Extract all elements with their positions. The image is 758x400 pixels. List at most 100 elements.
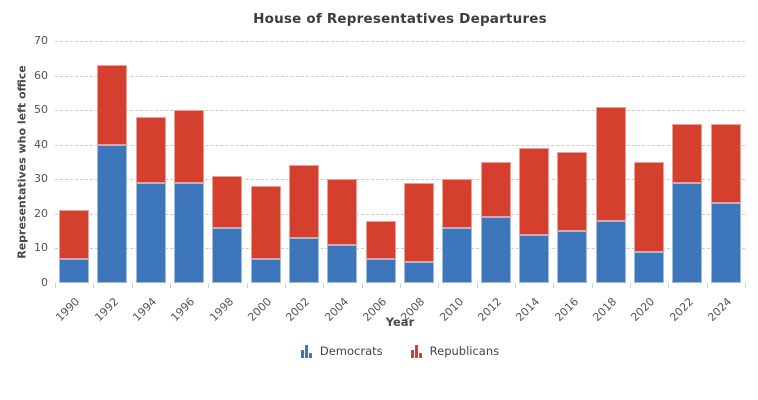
bar-segment-democrats-2002 [289, 238, 320, 283]
bar-segment-republicans-1990 [59, 210, 90, 259]
bar-segment-republicans-2002 [289, 165, 320, 238]
bar-segment-republicans-2012 [480, 162, 511, 217]
x-tick-mark [515, 283, 516, 288]
gridline-60 [55, 75, 745, 77]
y-tick-label-30: 30 [34, 172, 48, 186]
x-tick-mark [55, 283, 56, 288]
x-tick-mark [208, 283, 210, 288]
bar-group-2004 [323, 41, 361, 283]
bar-group-2006 [362, 41, 400, 283]
bar-group-2002 [285, 41, 323, 283]
bar-group-1996 [170, 41, 208, 283]
legend-item-democrats[interactable]: Democrats [300, 344, 383, 358]
bar-segment-democrats-2012 [480, 217, 511, 283]
bar-segment-republicans-2000 [250, 186, 281, 259]
y-tick-label-0: 0 [41, 276, 48, 289]
plot-area [55, 41, 745, 283]
bar-segment-democrats-2010 [442, 228, 473, 283]
x-tick-mark [246, 283, 248, 288]
bar-segment-democrats-1994 [135, 183, 166, 283]
gridline-30 [55, 179, 745, 181]
legend-item-republicans[interactable]: Republicans [410, 344, 500, 358]
x-tick-mark [476, 283, 478, 288]
bar-segment-democrats-2024 [710, 203, 741, 283]
y-tick-label-70: 70 [34, 34, 48, 47]
y-tick-label-60: 60 [34, 68, 48, 82]
gridline-20 [55, 213, 745, 215]
legend: Democrats Republicans [55, 341, 745, 361]
x-tick-mark [361, 283, 363, 288]
x-tick-mark [591, 283, 593, 288]
bar-segment-republicans-2014 [519, 148, 550, 235]
bar-segment-republicans-2022 [672, 124, 703, 183]
x-tick-mark [323, 283, 325, 288]
bar-segment-republicans-1996 [174, 110, 205, 183]
y-axis-title: Representatives who left office [15, 65, 29, 259]
bar-segment-democrats-2016 [557, 231, 588, 283]
bar-segment-democrats-1996 [174, 183, 205, 283]
y-tick-label-20: 20 [34, 206, 48, 220]
x-tick-mark [285, 283, 286, 288]
x-axis-title: Year [385, 315, 415, 329]
x-tick-mark [400, 283, 401, 288]
gridline-70 [55, 41, 745, 42]
bar-segment-republicans-1998 [212, 176, 243, 228]
bar-segment-republicans-2018 [595, 107, 626, 221]
legend-label: Republicans [429, 344, 500, 358]
bar-segment-democrats-2018 [595, 221, 626, 283]
bar-group-1998 [208, 41, 246, 283]
bar-chart-icon [410, 344, 422, 358]
bar-segment-democrats-2000 [250, 259, 281, 283]
legend-label: Democrats [319, 344, 383, 358]
bar-segment-republicans-2010 [442, 179, 473, 228]
bar-segment-democrats-1990 [59, 259, 90, 283]
bar-segment-republicans-2016 [557, 152, 588, 231]
bar-group-2008 [400, 41, 438, 283]
x-tick-mark [630, 283, 631, 288]
bar-group-2018 [592, 41, 630, 283]
bar-segment-republicans-2006 [365, 221, 396, 259]
x-tick-mark [93, 283, 95, 288]
gridline-10 [55, 248, 745, 250]
bar-segment-democrats-2004 [327, 245, 358, 283]
bar-group-2024 [707, 41, 745, 283]
gridline-50 [55, 110, 745, 112]
bar-segment-republicans-2004 [327, 179, 358, 245]
bar-segment-democrats-1992 [97, 145, 128, 283]
x-tick-mark [706, 283, 708, 288]
bar-segment-republicans-1992 [97, 65, 128, 145]
bar-segment-democrats-2022 [672, 183, 703, 283]
bar-segment-democrats-2006 [365, 259, 396, 283]
y-tick-label-40: 40 [34, 137, 48, 151]
bar-group-2022 [668, 41, 706, 283]
bar-segment-democrats-2020 [634, 252, 665, 283]
y-tick-label-10: 10 [34, 241, 48, 255]
bar-chart-icon [300, 344, 312, 358]
x-tick-mark [668, 283, 670, 288]
x-tick-mark [745, 283, 746, 288]
chart-title: House of Representatives Departures [253, 11, 547, 27]
y-tick-label-50: 50 [34, 103, 48, 117]
bar-group-2010 [438, 41, 476, 283]
x-tick-mark [553, 283, 555, 288]
bar-group-2016 [553, 41, 591, 283]
bar-segment-republicans-2008 [404, 183, 435, 262]
x-tick-mark [438, 283, 440, 288]
bar-group-2012 [477, 41, 515, 283]
bar-segment-democrats-1998 [212, 228, 243, 283]
bar-group-1994 [132, 41, 170, 283]
bar-group-2014 [515, 41, 553, 283]
bar-segment-republicans-1994 [135, 117, 166, 183]
bar-segment-democrats-2008 [404, 262, 435, 283]
bar-group-2000 [247, 41, 285, 283]
bar-segment-republicans-2024 [710, 124, 741, 203]
gridline-40 [55, 144, 745, 146]
x-tick-mark [170, 283, 171, 288]
bar-group-1992 [93, 41, 131, 283]
bar-group-2020 [630, 41, 668, 283]
bar-segment-democrats-2014 [519, 235, 550, 283]
x-tick-mark [131, 283, 133, 288]
bar-group-1990 [55, 41, 93, 283]
bar-segment-republicans-2020 [634, 162, 665, 252]
